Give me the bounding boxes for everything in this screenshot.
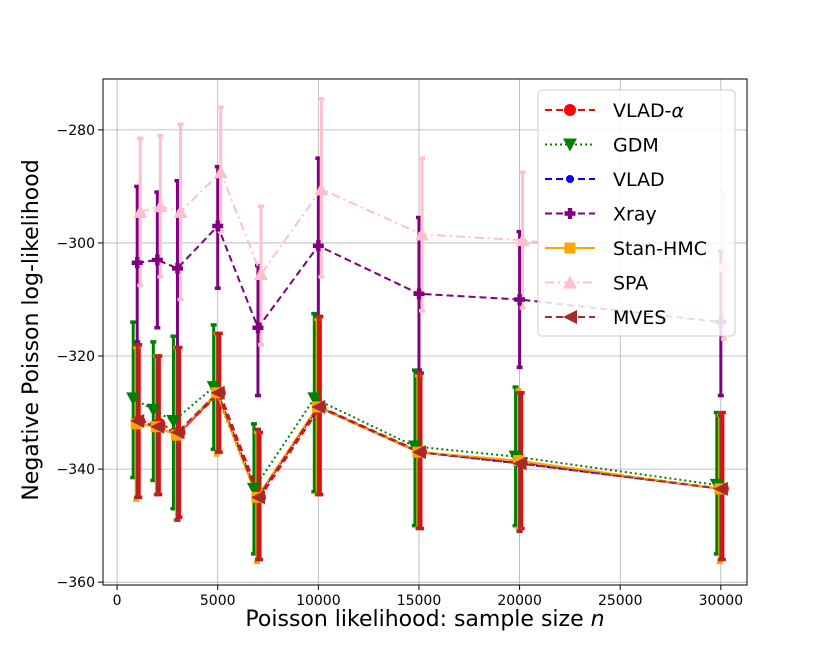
x-axis-ticks: 0 5000 10000 15000 20000 25000 30000 (113, 585, 743, 609)
data-point (150, 419, 165, 434)
x-tick-label: 25000 (598, 593, 643, 609)
series-line-GDM (132, 385, 717, 492)
legend-marker (564, 104, 576, 116)
series-line-MVES (136, 390, 721, 500)
x-tick-label: 0 (113, 593, 122, 609)
data-point (133, 204, 148, 218)
x-tick-label: 20000 (497, 593, 542, 609)
legend-item: Stan-HMC (545, 238, 707, 260)
data-point (166, 415, 181, 429)
plot-frame (102, 78, 748, 586)
legend-box (537, 89, 736, 337)
error-bars-VLAD (134, 314, 724, 562)
data-point (212, 220, 224, 232)
data-point (246, 482, 261, 496)
legend-marker (563, 275, 577, 289)
legend-item: VLAD-α (545, 100, 685, 122)
legend-marker (566, 175, 574, 183)
data-point (414, 227, 429, 241)
markers-SPA (133, 165, 731, 281)
data-point (130, 414, 145, 429)
legend-label: Xray (613, 204, 657, 226)
error-bars-VLAD-α (136, 314, 726, 562)
legend-item: GDM (545, 135, 659, 157)
x-tick-label: 5000 (200, 593, 236, 609)
x-tick-label: 15000 (397, 593, 442, 609)
data-point (253, 267, 268, 281)
legend-marker (564, 208, 576, 219)
legend-item: VLAD (545, 169, 665, 191)
legend-marker (563, 310, 577, 324)
y-axis-label: Negative Poisson log-likelihood (19, 159, 44, 500)
markers-MVES (130, 385, 728, 505)
y-axis-ticks: −360 −340 −320 −300 −280 (57, 123, 103, 591)
y-tick-label: −320 (57, 349, 95, 365)
legend: VLAD-α GDM VLAD Xray Stan-HMC SPA MVES (537, 89, 736, 337)
data-point (126, 392, 141, 406)
legend-label: Stan-HMC (613, 238, 707, 260)
y-tick-label: −280 (57, 123, 95, 139)
legend-label: VLAD (613, 169, 665, 191)
data-point (213, 165, 228, 179)
series-line-SPA (139, 170, 724, 277)
series-markers (126, 165, 731, 505)
y-tick-label: −360 (57, 575, 95, 591)
data-point (512, 456, 527, 471)
data-point (250, 490, 265, 505)
data-point (713, 481, 728, 496)
data-point (314, 182, 329, 196)
legend-label: GDM (613, 135, 659, 157)
legend-item: Xray (545, 204, 657, 226)
data-point (151, 254, 163, 266)
legend-item: MVES (545, 307, 666, 329)
legend-item: SPA (545, 273, 648, 295)
markers-GDM (126, 381, 724, 496)
data-point (413, 288, 425, 300)
legend-marker (564, 242, 576, 254)
data-point (307, 392, 322, 406)
data-point (514, 293, 526, 305)
y-tick-label: −340 (57, 462, 95, 478)
x-axis-label: Poisson likelihood: sample size n (245, 607, 604, 632)
legend-label: MVES (613, 307, 666, 329)
data-point (131, 257, 143, 269)
data-point (173, 204, 188, 218)
x-tick-label: 30000 (699, 593, 744, 609)
data-point (170, 425, 185, 440)
legend-marker (563, 138, 577, 152)
legend-label: SPA (613, 273, 648, 295)
data-point (515, 233, 530, 247)
data-point (210, 385, 225, 400)
data-point (153, 199, 168, 213)
data-point (252, 322, 264, 334)
y-tick-label: −300 (57, 236, 95, 252)
series-line-VLAD-α (139, 390, 723, 500)
data-point (411, 445, 426, 460)
data-point (146, 403, 161, 417)
legend-label: VLAD-α (613, 100, 685, 122)
error-bars-MVES (134, 314, 724, 562)
data-point (311, 399, 326, 414)
x-tick-label: 10000 (296, 593, 341, 609)
data-point (312, 240, 324, 252)
data-point (171, 262, 183, 274)
